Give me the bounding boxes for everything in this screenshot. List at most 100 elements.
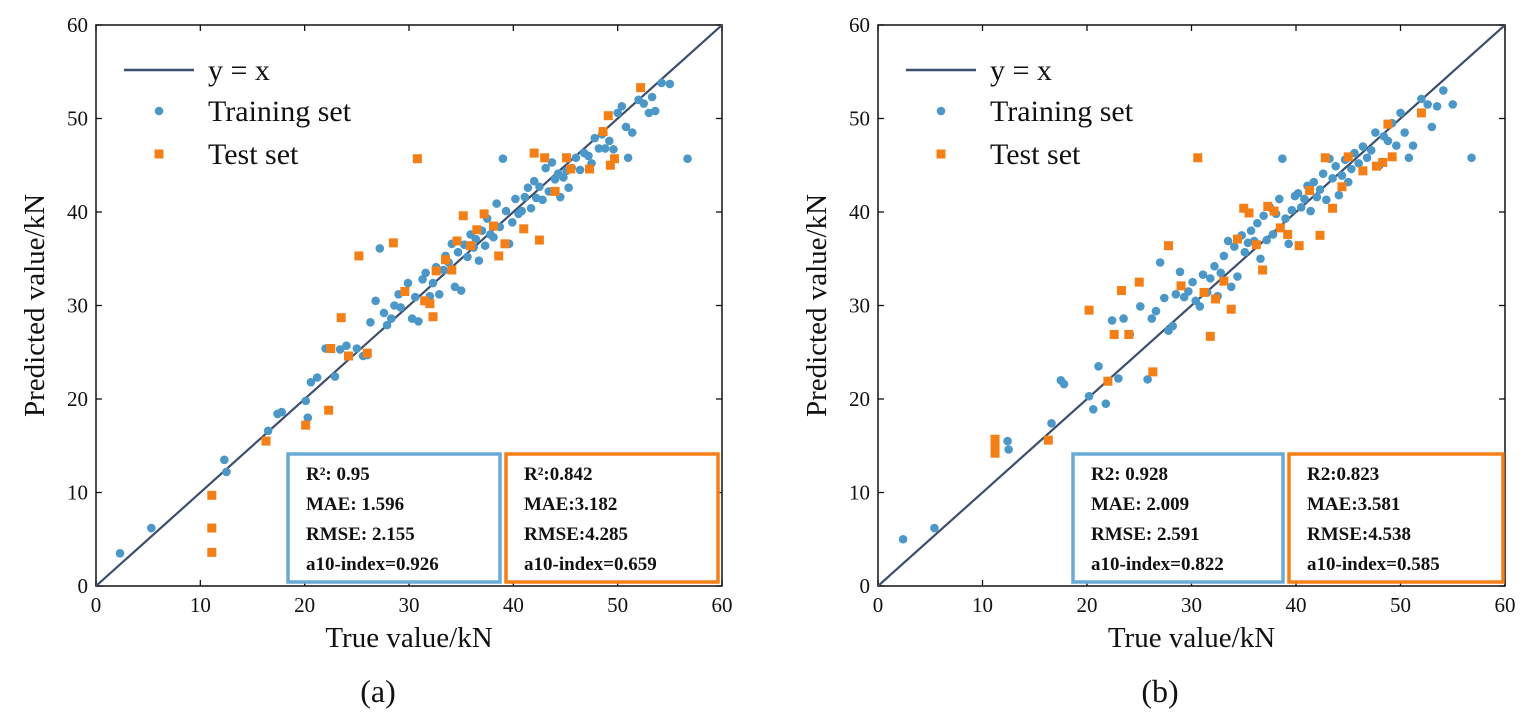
legend-test-marker	[154, 149, 164, 159]
training-point	[623, 153, 633, 163]
training-point	[1392, 141, 1401, 150]
training-point	[1155, 258, 1165, 267]
training-point	[617, 102, 627, 111]
test-point	[1244, 208, 1254, 218]
test-point	[534, 235, 544, 245]
test-point	[466, 241, 476, 251]
training-point	[439, 265, 448, 275]
test-point	[388, 238, 398, 248]
test-point	[1205, 331, 1215, 341]
training-point	[1262, 235, 1272, 245]
test-metrics-box-line: MAE:3.581	[1307, 494, 1400, 515]
x-tick-label: 40	[503, 593, 524, 617]
test-metrics-box-line: RMSE:4.538	[1307, 524, 1411, 545]
test-point	[207, 547, 217, 557]
test-point	[1211, 294, 1221, 304]
test-point	[636, 83, 646, 93]
training-point	[584, 151, 593, 161]
training-point	[1354, 159, 1363, 168]
training-point	[403, 278, 413, 288]
x-tick-label: 20	[1077, 593, 1098, 617]
training-point	[930, 523, 939, 533]
test-point	[425, 299, 435, 309]
test-point	[1283, 229, 1293, 239]
training-point	[1188, 277, 1197, 287]
data-layer	[878, 25, 1505, 586]
training-point	[1003, 436, 1012, 446]
test-point	[1269, 206, 1279, 216]
training-point	[1198, 270, 1208, 279]
training-point	[1309, 177, 1319, 187]
training-point	[547, 158, 557, 167]
train-metrics-box: R²: 0.95 MAE: 1.596 RMSE: 2.155 a10-index=0…	[286, 452, 502, 584]
x-tick-label: 40	[1286, 593, 1307, 617]
train-metrics-box-line: MAE: 2.009	[1091, 494, 1189, 515]
x-tick-label: 10	[972, 593, 993, 617]
y-tick-label: 10	[849, 481, 870, 505]
training-point	[523, 183, 533, 192]
training-point	[1175, 267, 1185, 277]
training-point	[421, 268, 430, 278]
training-point	[418, 275, 427, 284]
training-point	[559, 173, 568, 182]
training-point	[1281, 214, 1290, 223]
test-point	[500, 239, 510, 249]
test-point	[610, 154, 620, 164]
y-tick-label: 30	[849, 294, 870, 318]
training-point	[594, 144, 604, 153]
training-point	[1417, 94, 1426, 104]
training-point	[1143, 375, 1152, 384]
test-point	[1219, 276, 1229, 286]
test-point	[1320, 153, 1330, 163]
y-tick-label: 40	[67, 200, 88, 224]
test-point	[1164, 241, 1174, 251]
training-point	[639, 99, 649, 108]
training-point	[1230, 242, 1239, 251]
training-point	[330, 372, 340, 381]
training-point	[450, 282, 460, 292]
training-point	[277, 407, 287, 417]
test-point	[412, 154, 422, 164]
y-tick-label: 30	[67, 294, 88, 318]
training-point	[1284, 239, 1293, 249]
training-point	[1427, 122, 1437, 132]
test-point	[605, 160, 615, 170]
training-point	[1240, 247, 1250, 257]
x-axis-label: True value/kN	[325, 622, 492, 654]
training-point	[520, 192, 530, 202]
training-point	[898, 534, 908, 544]
x-tick-label: 60	[1495, 593, 1516, 617]
y-tick-label: 10	[67, 481, 88, 505]
test-point	[207, 523, 217, 533]
training-point	[220, 455, 229, 465]
test-point	[420, 296, 430, 306]
training-point	[1101, 399, 1111, 408]
training-point	[665, 79, 675, 89]
test-point	[1232, 234, 1242, 244]
test-point	[1043, 435, 1053, 445]
training-point	[517, 206, 526, 216]
training-point	[535, 182, 544, 192]
test-point	[519, 224, 529, 234]
test-metrics-box-line: RMSE:4.285	[524, 524, 628, 545]
training-point	[609, 145, 618, 154]
training-point	[1195, 302, 1205, 311]
training-point	[301, 396, 311, 406]
x-tick-label: 0	[91, 593, 102, 617]
panel-label: (b)	[1141, 673, 1178, 709]
training-point	[1135, 302, 1145, 311]
training-point	[647, 92, 657, 102]
test-point	[1416, 108, 1426, 118]
training-point	[1119, 314, 1128, 323]
training-point	[564, 183, 573, 192]
training-point	[1404, 153, 1414, 163]
training-point	[1296, 203, 1306, 212]
chart-panel-1: 0 10 20 30 40 50 60 0 10 20 30 40 50 60 True value/kN P…	[801, 13, 1516, 709]
training-point	[1328, 174, 1337, 183]
test-point	[1275, 223, 1285, 233]
test-metrics-box-line: R²:0.842	[524, 464, 593, 485]
test-point	[1358, 166, 1368, 176]
training-point	[386, 314, 396, 323]
test-point	[1148, 367, 1158, 377]
